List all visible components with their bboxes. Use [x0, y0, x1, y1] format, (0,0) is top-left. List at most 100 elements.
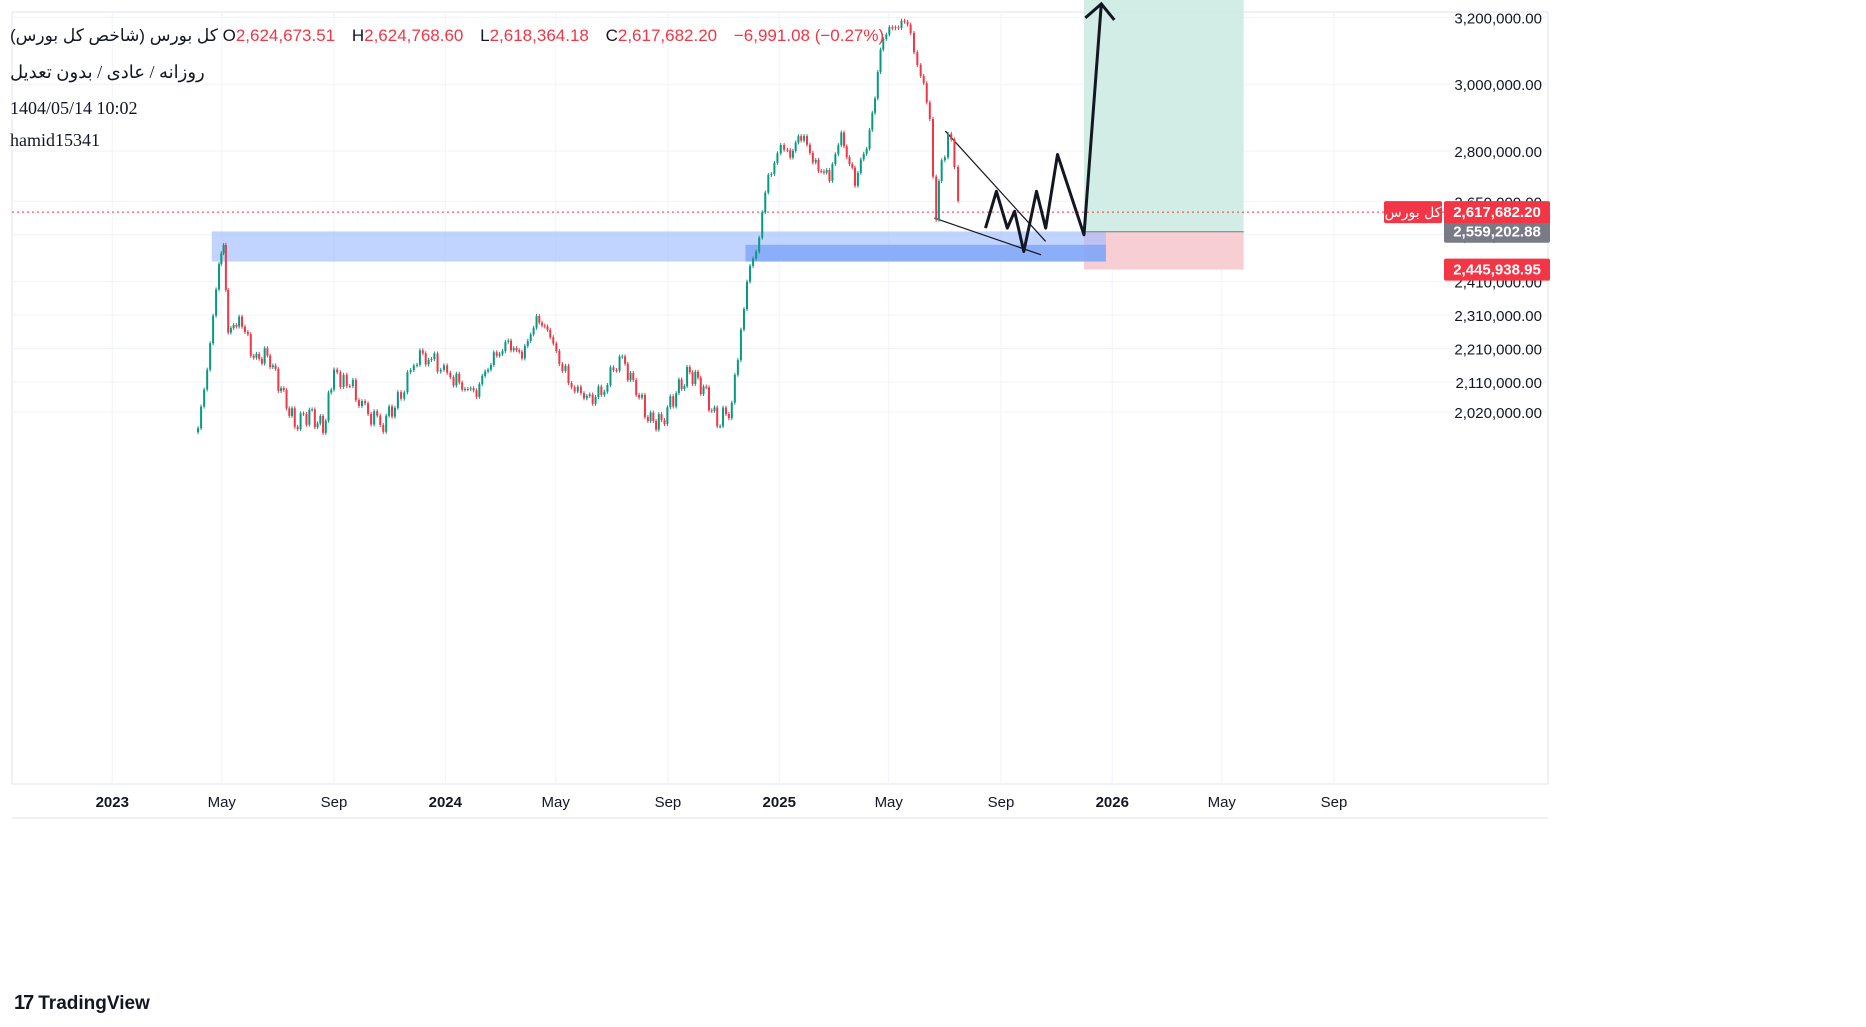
candle-body	[828, 170, 831, 181]
symbol-name[interactable]: کل بورس (شاخص کل بورس)	[10, 26, 218, 45]
time-tick-label: May	[1208, 794, 1237, 811]
candle-body	[600, 386, 603, 395]
candle-body	[943, 157, 946, 161]
candle-body	[206, 369, 209, 390]
candle-body	[950, 133, 953, 140]
interval-line: روزانه / عادی / بدون تعدیل	[10, 62, 205, 82]
position-level-label-2-bg[interactable]	[1444, 258, 1550, 281]
candle-body	[635, 379, 638, 395]
candle-body	[947, 133, 950, 158]
candle-body	[710, 410, 713, 412]
drawing-layer[interactable]	[12, 0, 1548, 270]
candle-body	[865, 148, 868, 154]
candle-body	[379, 415, 382, 426]
candle-body	[412, 365, 415, 371]
candle-body	[814, 160, 817, 163]
candle-body	[797, 136, 800, 143]
candle-body	[549, 329, 552, 338]
candle-body	[643, 394, 646, 418]
candle-body	[758, 237, 761, 252]
candle-body	[666, 407, 669, 425]
candle-body	[822, 171, 825, 173]
candle-body	[439, 369, 442, 372]
candle-body	[209, 343, 212, 370]
current-price-label[interactable]: 2,617,682.20	[1453, 204, 1541, 221]
candle-body	[868, 129, 871, 149]
position-level-label-2[interactable]: 2,445,938.95	[1453, 262, 1541, 279]
candle-body	[293, 408, 296, 427]
candle-body	[354, 379, 357, 401]
candle-body	[277, 368, 280, 392]
candle-body	[241, 316, 244, 327]
candle-body	[232, 324, 235, 329]
candle-body	[609, 367, 612, 385]
time-axis[interactable]: 2023 May Sep 2024 May Sep 2025 May Sep 2026 May Sep	[96, 794, 1348, 811]
candle-body	[789, 150, 792, 158]
candle-body	[702, 386, 705, 395]
candle-body	[246, 332, 249, 335]
candle-body	[773, 162, 776, 175]
candle-body	[925, 83, 928, 103]
candle-body	[764, 192, 767, 213]
projection-path[interactable]	[984, 3, 1103, 253]
symbol-tag[interactable]: کل بورس	[1385, 205, 1442, 221]
candle-body	[535, 316, 538, 328]
candle-body	[817, 160, 820, 171]
support-zone-inner[interactable]	[745, 244, 1106, 262]
candle-body	[430, 359, 433, 361]
candle-body	[348, 386, 351, 388]
price-axis[interactable]: 2,020,000.00 2,110,000.00 2,210,000.00 2,31…	[1384, 0, 1550, 422]
candle-body	[683, 386, 686, 389]
time-tick-label: 2023	[96, 794, 129, 811]
time-tick-label: 2024	[429, 794, 463, 811]
price-series	[197, 18, 960, 435]
candle-body	[742, 309, 745, 330]
change-value: −6,991.08 (−0.27%)	[733, 26, 885, 45]
candle-body	[518, 350, 521, 352]
candle-body	[252, 355, 255, 358]
profit-zone[interactable]	[1083, 0, 1244, 232]
candle-body	[649, 412, 652, 422]
candle-body	[282, 388, 285, 391]
high-label: H	[351, 26, 365, 45]
position-level-label-1-bg[interactable]	[1444, 220, 1550, 243]
candle-body	[263, 348, 266, 364]
candle-body	[786, 149, 789, 151]
tradingview-brand[interactable]: 17 TradingView	[14, 992, 150, 1015]
candle-body	[396, 392, 399, 408]
candle-body	[730, 402, 733, 419]
candle-body	[579, 386, 582, 394]
candle-body	[675, 393, 678, 407]
symbol-tag-bg[interactable]	[1384, 201, 1442, 224]
candle-body	[922, 75, 925, 84]
stop-loss-zone[interactable]	[1083, 231, 1244, 270]
candle-body	[906, 21, 909, 25]
candle-body	[235, 324, 238, 327]
candle-body	[409, 370, 412, 373]
candle-body	[853, 167, 856, 186]
candle-body	[672, 396, 675, 407]
candle-body	[612, 367, 615, 371]
candle-body	[466, 389, 469, 391]
candle-body	[436, 353, 439, 372]
candle-body	[339, 372, 342, 387]
candle-body	[342, 374, 345, 387]
candle-body	[512, 348, 515, 351]
candle-body	[749, 265, 752, 282]
candle-body	[367, 403, 370, 415]
candle-body	[327, 392, 330, 421]
candle-body	[621, 356, 624, 358]
candle-body	[705, 386, 708, 388]
candle-body	[755, 251, 758, 259]
candle-body	[249, 334, 252, 356]
current-price-label-bg[interactable]	[1444, 201, 1550, 224]
position-level-label-1[interactable]: 2,559,202.88	[1453, 224, 1541, 241]
candle-body	[900, 20, 903, 28]
candle-body	[641, 394, 644, 398]
candle-body	[316, 423, 319, 428]
candle-body	[222, 244, 225, 254]
candle-body	[825, 170, 828, 173]
candle-body	[296, 426, 299, 430]
candle-body	[302, 413, 305, 415]
